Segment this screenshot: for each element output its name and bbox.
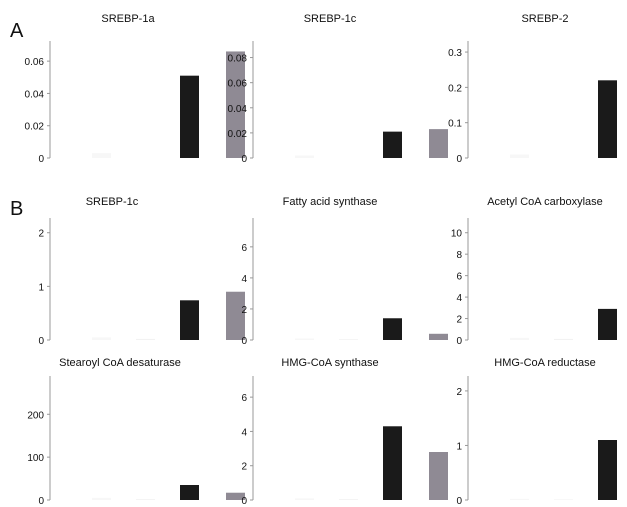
bar <box>510 498 529 500</box>
bar <box>136 338 155 340</box>
chart-panel: Stearoyl CoA desaturase 0 100 200 <box>27 357 245 507</box>
chart-title: HMG-CoA synthase <box>281 357 378 369</box>
bar <box>180 75 199 158</box>
y-tick-label: 0.08 <box>228 54 248 65</box>
y-tick-label: 0 <box>38 336 44 347</box>
y-tick-label: 0 <box>241 336 247 347</box>
bar <box>92 153 111 158</box>
chart-title: SREBP-1c <box>86 196 139 208</box>
bar <box>295 498 314 500</box>
bar <box>92 497 111 500</box>
bar <box>226 492 245 500</box>
y-tick-label: 0.04 <box>228 104 248 115</box>
bar <box>598 308 617 340</box>
y-tick-label: 0.02 <box>228 129 248 140</box>
chart-panel: SREBP-1c 0 1 2 <box>38 196 245 347</box>
bar <box>429 333 448 340</box>
y-tick-label: 0 <box>456 154 462 165</box>
chart-panel: Fatty acid synthase 0 2 4 6 <box>241 196 448 347</box>
y-tick-label: 0.04 <box>25 89 45 100</box>
bar <box>180 485 199 500</box>
chart-panel: SREBP-1c 0 0.02 0.04 0.06 0.08 <box>228 13 448 165</box>
y-tick-label: 0 <box>456 336 462 347</box>
bar <box>598 80 617 158</box>
y-tick-label: 6 <box>241 243 247 254</box>
bar <box>429 129 448 158</box>
y-tick-label: 0.2 <box>448 83 462 94</box>
chart-title: HMG-CoA reductase <box>494 357 595 369</box>
y-tick-label: 0 <box>38 496 44 507</box>
section-label-a: A <box>10 20 24 42</box>
bar <box>295 155 314 158</box>
y-tick-label: 4 <box>241 274 247 285</box>
y-tick-label: 4 <box>241 427 247 438</box>
chart-panel: SREBP-1a 0 0.02 0.04 0.06 <box>25 13 245 165</box>
chart-panel: HMG-CoA reductase 0 1 2 <box>456 357 617 507</box>
chart-title: Acetyl CoA carboxylase <box>487 196 603 208</box>
y-tick-label: 2 <box>456 315 462 326</box>
y-tick-label: 0.3 <box>448 48 462 59</box>
panels-group: SREBP-1a 0 0.02 0.04 0.06 SREBP-1c 0 0.02 0.04 0.… <box>25 13 617 507</box>
bar <box>383 318 402 340</box>
bar <box>429 452 448 500</box>
bar <box>339 499 358 500</box>
bar <box>339 339 358 340</box>
y-tick-label: 8 <box>456 250 462 261</box>
y-tick-label: 1 <box>456 441 462 452</box>
chart-panel: SREBP-2 0 0.1 0.2 0.3 <box>448 13 617 165</box>
y-tick-label: 6 <box>456 272 462 283</box>
y-tick-label: 0 <box>38 154 44 165</box>
chart-title: SREBP-1a <box>101 13 155 25</box>
bar <box>598 440 617 500</box>
bar <box>554 499 573 500</box>
bar <box>383 131 402 158</box>
chart-panel: HMG-CoA synthase 0 2 4 6 <box>241 357 448 507</box>
bar <box>554 338 573 340</box>
y-tick-label: 0.1 <box>448 119 462 130</box>
y-tick-label: 2 <box>38 229 44 240</box>
y-tick-label: 0.02 <box>25 122 45 133</box>
y-tick-label: 0.06 <box>25 57 45 68</box>
bar <box>510 154 529 158</box>
bar <box>226 51 245 159</box>
bar <box>510 337 529 340</box>
bar <box>136 499 155 500</box>
chart-title: SREBP-2 <box>521 13 568 25</box>
y-tick-label: 200 <box>27 410 44 421</box>
y-tick-label: 4 <box>456 293 462 304</box>
y-tick-label: 100 <box>27 453 44 464</box>
bar <box>180 300 199 340</box>
y-tick-label: 0 <box>456 496 462 507</box>
bar <box>226 291 245 340</box>
y-tick-label: 0 <box>241 154 247 165</box>
bar <box>92 337 111 340</box>
bar <box>295 338 314 340</box>
section-label-b: B <box>10 198 23 220</box>
y-tick-label: 1 <box>38 282 44 293</box>
chart-title: SREBP-1c <box>304 13 357 25</box>
chart-title: Stearoyl CoA desaturase <box>59 357 181 369</box>
chart-panel: Acetyl CoA carboxylase 0 2 4 6 8 10 <box>451 196 617 347</box>
chart-title: Fatty acid synthase <box>283 196 378 208</box>
bar <box>383 426 402 500</box>
y-tick-label: 0 <box>241 496 247 507</box>
y-tick-label: 6 <box>241 393 247 404</box>
y-tick-label: 2 <box>241 305 247 316</box>
y-tick-label: 2 <box>241 462 247 473</box>
y-tick-label: 2 <box>456 387 462 398</box>
y-tick-label: 0.06 <box>228 79 248 90</box>
y-tick-label: 10 <box>451 229 463 240</box>
